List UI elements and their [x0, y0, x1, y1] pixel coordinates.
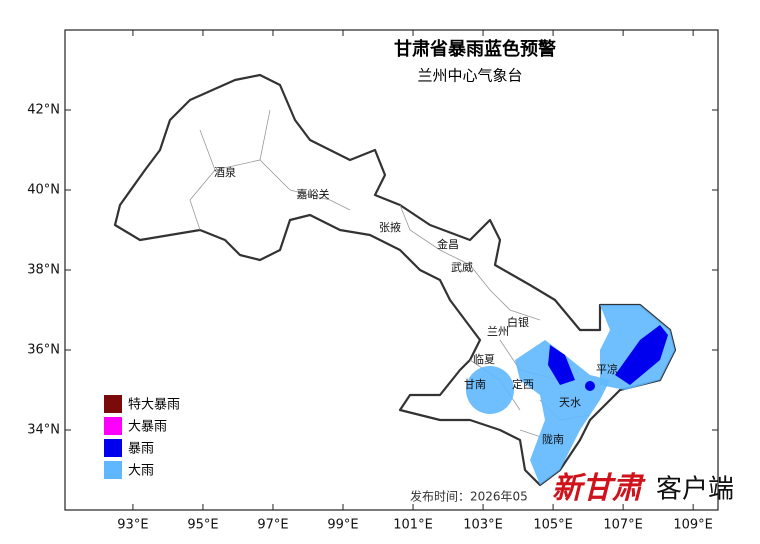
x-tick-label: 105°E [533, 518, 573, 533]
brand-text: 客户端 [656, 475, 734, 505]
x-tick-label: 103°E [463, 518, 503, 533]
rainstorm-area [548, 345, 575, 385]
place-label: 兰州 [487, 325, 509, 338]
x-tick-label: 97°E [257, 518, 288, 533]
legend-label: 特大暴雨 [128, 398, 180, 413]
subtitle: 兰州中心气象台 [417, 67, 522, 85]
legend-swatch [104, 461, 122, 479]
brand-logo: 新甘肃 [552, 471, 646, 506]
place-label: 酒泉 [214, 165, 236, 179]
place-label: 张掖 [379, 220, 401, 234]
heavy-rain-area [466, 366, 514, 414]
place-label: 金昌 [437, 237, 459, 251]
x-tick-label: 101°E [393, 518, 433, 533]
legend-label: 暴雨 [128, 442, 154, 457]
dynamic-layer: 93°E 95°E 97°E 99°E 101°E 103°E 105°E 107°E 109°… [27, 30, 718, 533]
rainstorm-area [615, 325, 668, 385]
legend-swatch [104, 439, 122, 457]
y-tick-label: 40°N [27, 183, 60, 198]
place-label: 武威 [451, 261, 473, 274]
title: 甘肃省暴雨蓝色预警 [394, 38, 556, 60]
legend-label: 大暴雨 [128, 420, 167, 435]
y-tick-label: 36°N [27, 343, 60, 358]
legend-swatch [104, 417, 122, 435]
issue-time: 发布时间：2026年05 [410, 489, 528, 504]
place-label: 临夏 [473, 352, 495, 366]
place-label: 陇南 [542, 432, 564, 446]
y-tick-label: 42°N [27, 103, 60, 118]
x-tick-label: 107°E [603, 518, 643, 533]
place-label: 平凉 [596, 362, 618, 376]
y-tick-label: 38°N [27, 263, 60, 278]
x-tick-label: 95°E [187, 518, 218, 533]
place-label: 定西 [512, 377, 534, 391]
x-tick-label: 99°E [327, 518, 358, 533]
y-tick-label: 34°N [27, 423, 60, 438]
x-tick-label: 93°E [117, 518, 148, 533]
heavy-rain-area [515, 340, 610, 485]
legend-label: 大雨 [128, 464, 154, 479]
place-label: 嘉峪关 [297, 187, 330, 201]
place-label: 天水 [559, 396, 581, 409]
x-tick-label: 109°E [673, 518, 713, 533]
rainstorm-area [585, 381, 595, 391]
legend-swatch [104, 395, 122, 413]
place-label: 白银 [507, 315, 529, 329]
place-label: 甘南 [464, 378, 486, 391]
